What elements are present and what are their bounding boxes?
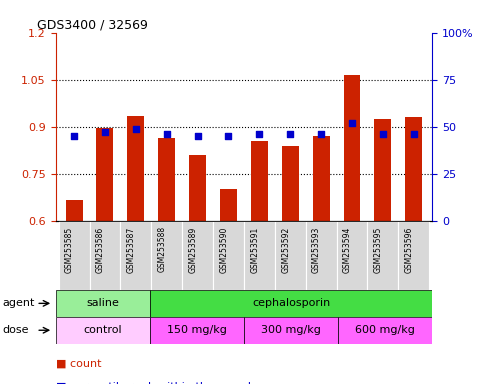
Point — [225, 133, 232, 139]
Bar — [213, 221, 244, 290]
Point — [194, 133, 201, 139]
Point — [256, 131, 263, 137]
Bar — [89, 221, 120, 290]
Text: GSM253590: GSM253590 — [219, 226, 228, 273]
Point — [163, 131, 170, 137]
Bar — [275, 221, 306, 290]
Bar — [182, 221, 213, 290]
Bar — [56, 317, 150, 344]
Bar — [251, 141, 268, 221]
Bar — [368, 221, 398, 290]
Bar — [282, 146, 298, 221]
Point — [348, 120, 356, 126]
Point — [317, 131, 325, 137]
Point — [132, 126, 140, 132]
Point — [286, 131, 294, 137]
Text: ■ percentile rank within the sample: ■ percentile rank within the sample — [56, 382, 257, 384]
Bar — [97, 128, 114, 221]
Bar — [220, 189, 237, 221]
Text: agent: agent — [2, 298, 35, 308]
Bar — [151, 221, 182, 290]
Bar — [374, 119, 391, 221]
Point — [379, 131, 387, 137]
Text: GSM253586: GSM253586 — [96, 226, 105, 273]
Text: saline: saline — [86, 298, 119, 308]
Bar — [337, 221, 368, 290]
Point — [101, 129, 109, 136]
Bar — [398, 221, 429, 290]
Bar — [128, 116, 144, 221]
Text: GSM253587: GSM253587 — [127, 226, 136, 273]
Bar — [244, 317, 338, 344]
Text: control: control — [84, 325, 122, 335]
Bar — [150, 290, 432, 317]
Point — [410, 131, 418, 137]
Text: ■ count: ■ count — [56, 359, 101, 369]
Bar — [66, 200, 83, 221]
Text: GSM253596: GSM253596 — [405, 226, 414, 273]
Bar — [58, 221, 89, 290]
Text: GSM253592: GSM253592 — [281, 226, 290, 273]
Bar — [189, 155, 206, 221]
Bar — [56, 290, 150, 317]
Bar — [313, 136, 329, 221]
Bar — [150, 317, 244, 344]
Text: GSM253594: GSM253594 — [343, 226, 352, 273]
Text: 150 mg/kg: 150 mg/kg — [167, 325, 227, 335]
Bar — [120, 221, 151, 290]
Bar — [306, 221, 337, 290]
Bar — [244, 221, 275, 290]
Text: GSM253585: GSM253585 — [65, 226, 74, 273]
Bar — [343, 75, 360, 221]
Bar — [158, 138, 175, 221]
Text: GSM253589: GSM253589 — [188, 226, 198, 273]
Text: GSM253591: GSM253591 — [250, 226, 259, 273]
Bar — [405, 117, 422, 221]
Text: 600 mg/kg: 600 mg/kg — [355, 325, 415, 335]
Text: 300 mg/kg: 300 mg/kg — [261, 325, 321, 335]
Text: GDS3400 / 32569: GDS3400 / 32569 — [37, 18, 148, 31]
Text: cephalosporin: cephalosporin — [252, 298, 330, 308]
Text: GSM253588: GSM253588 — [158, 226, 167, 273]
Text: GSM253595: GSM253595 — [374, 226, 383, 273]
Text: dose: dose — [2, 325, 29, 335]
Text: GSM253593: GSM253593 — [312, 226, 321, 273]
Point — [70, 133, 78, 139]
Bar — [338, 317, 432, 344]
